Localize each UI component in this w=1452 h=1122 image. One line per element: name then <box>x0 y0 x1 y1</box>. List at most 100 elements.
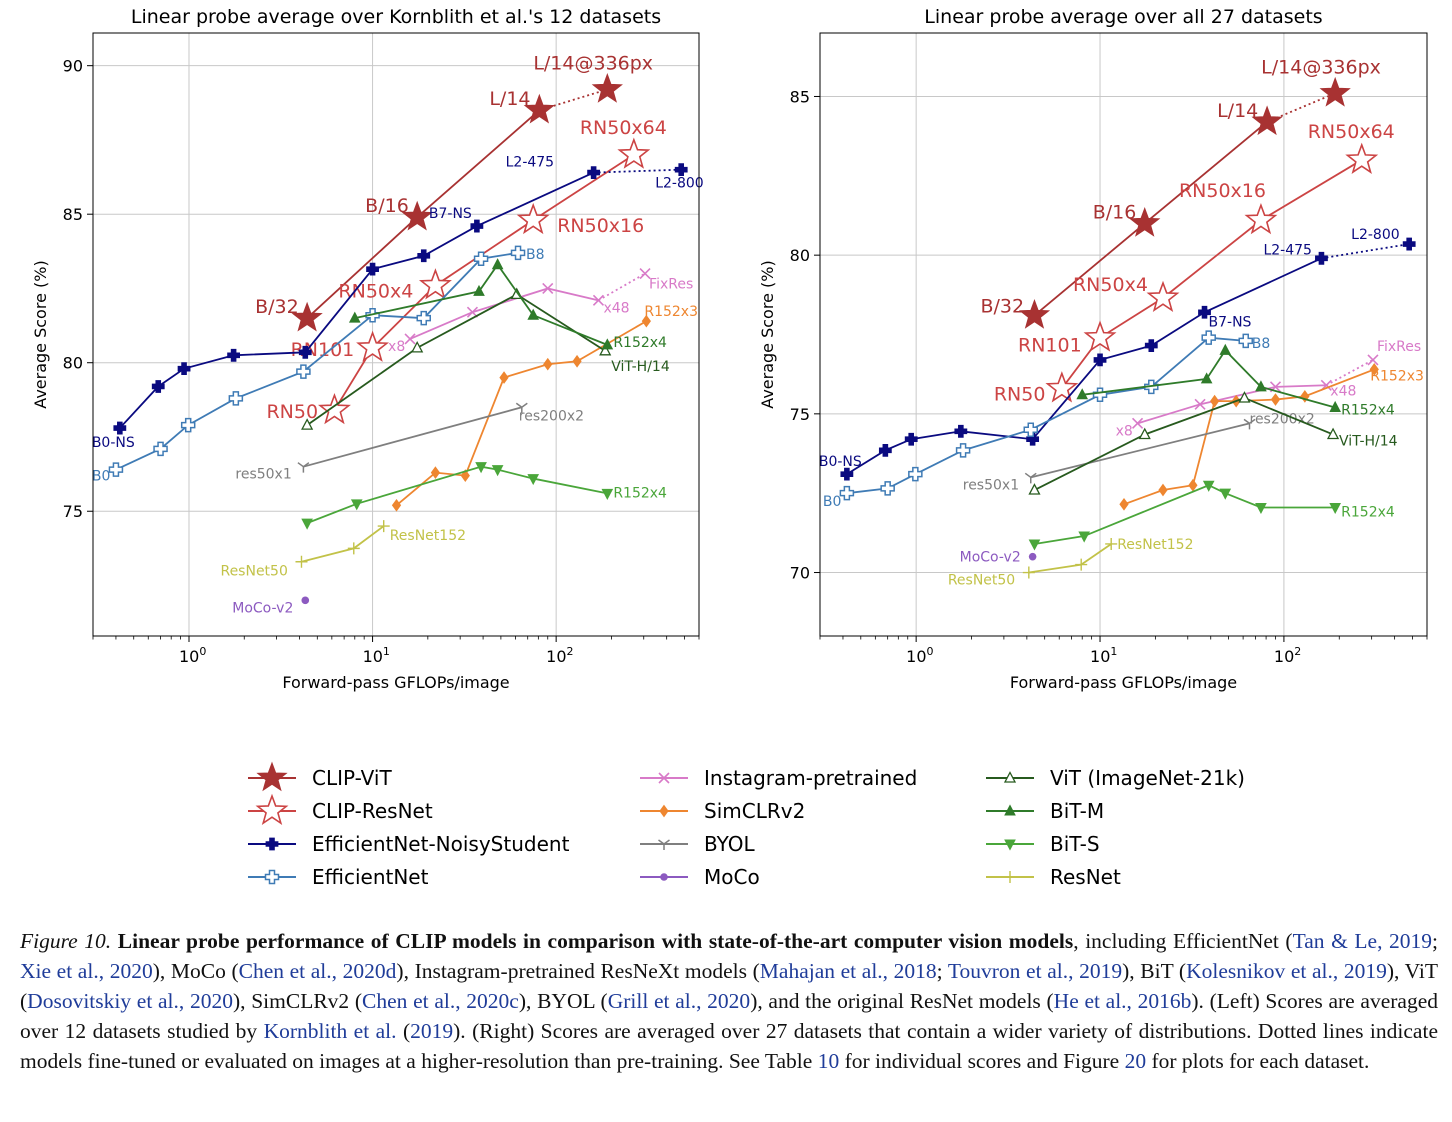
data-label: L/14 <box>489 88 530 110</box>
plus-marker <box>1093 353 1107 367</box>
series-line <box>301 525 385 563</box>
diamond-marker <box>1119 497 1129 511</box>
plus-marker <box>510 245 526 261</box>
x-marker <box>592 294 605 306</box>
diamond-marker <box>1369 363 1379 376</box>
plus-marker <box>1075 558 1088 571</box>
caption-text: ), SimCLRv2 ( <box>232 989 363 1013</box>
series-clip-vit: B/32 B/16 L/14L/14@336px <box>980 56 1381 329</box>
plus-marker <box>878 443 892 457</box>
plus-marker <box>1238 333 1253 349</box>
caption-ref-link[interactable]: Tan & Le, 2019 <box>1292 929 1433 953</box>
plot-frame <box>819 32 1428 637</box>
y-tick-label: 75 <box>790 405 810 424</box>
caption-ref-link[interactable]: 2019 <box>410 1019 454 1043</box>
caption-ref-link[interactable]: 20 <box>1124 1049 1147 1073</box>
series-clip-vit: B/32 B/16 L/14L/14@336px <box>255 52 653 332</box>
caption-ref-link[interactable]: Touvron et al., 2019 <box>947 959 1123 983</box>
diamond-marker <box>1188 478 1198 492</box>
triangle-marker <box>491 258 504 270</box>
data-label: MoCo-v2 <box>960 550 1021 566</box>
triangle-marker <box>1202 480 1215 492</box>
data-label: MoCo-v2 <box>232 600 293 616</box>
plus-marker <box>587 166 601 180</box>
series-line <box>115 251 519 471</box>
data-label: B0 <box>92 469 111 485</box>
star-marker <box>516 202 550 235</box>
triangle-marker <box>599 343 612 356</box>
caption-text: ), ViT ( <box>20 959 1439 1013</box>
data-label: res200x2 <box>519 408 584 424</box>
caption-ref-link[interactable]: Kolesnikov et al., 2019 <box>1186 959 1387 983</box>
caption-text: ( <box>396 1019 411 1043</box>
caption-ref-link[interactable]: Kornblith et al. <box>263 1019 397 1043</box>
legend-item: MoCo <box>640 865 760 889</box>
plus-marker <box>1092 387 1108 403</box>
charts-figure: 100 101 10275808590B/32B/16L/14L/14@336pxR… <box>31 6 1428 889</box>
data-label: RN50x64 <box>580 117 667 139</box>
caption-ref-link[interactable]: Chen et al., 2020c <box>362 989 519 1013</box>
plus-marker <box>228 391 244 406</box>
tri-marker <box>658 839 670 850</box>
caption-ref-link[interactable]: He et al., 2016b <box>1053 989 1192 1013</box>
series-line <box>1034 397 1334 491</box>
series-line <box>409 287 599 340</box>
plus-marker <box>227 348 241 362</box>
triangle-marker <box>1255 502 1267 515</box>
y-tick-label: 80 <box>790 246 810 265</box>
caption-ref-link[interactable]: 10 <box>817 1049 840 1073</box>
data-label: ViT-H/14 <box>611 359 670 375</box>
series-effnet-ns: B0-NS B7-NS L2-475 L2-800 <box>819 227 1416 481</box>
x-tick-label: 101 <box>363 645 390 666</box>
legend-item: SimCLRv2 <box>640 799 805 823</box>
diamond-marker <box>391 498 402 512</box>
star-marker <box>1345 142 1379 174</box>
legend-label: BiT-S <box>1050 832 1100 856</box>
triangle-marker <box>1028 483 1041 495</box>
plus-marker <box>153 441 168 457</box>
caption-ref-link[interactable]: Dosovitskiy et al., 2020 <box>27 989 233 1013</box>
triangle-marker <box>1078 531 1091 543</box>
caption-ref-link[interactable]: Mahajan et al., 2018 <box>759 959 937 983</box>
y-axis-label: Average Score (%) <box>31 260 50 408</box>
plus-marker <box>473 251 489 267</box>
star-marker <box>255 793 289 826</box>
x-tick-label: 101 <box>1090 645 1117 666</box>
data-label: B/32 <box>980 295 1024 317</box>
legend-item: ResNet <box>986 865 1121 889</box>
caption-ref-link[interactable]: Chen et al., 2020d <box>238 959 397 983</box>
plus-marker <box>377 520 390 533</box>
legend-item: BiT-M <box>986 799 1104 823</box>
plus-marker <box>1022 566 1035 579</box>
triangle-marker <box>1238 391 1251 403</box>
caption-ref-link[interactable]: Grill et al., 2020 <box>607 989 751 1013</box>
y-tick-label: 80 <box>63 354 83 373</box>
data-label: B/32 <box>255 296 299 318</box>
plus-marker <box>954 424 968 438</box>
triangle-marker <box>1004 804 1016 816</box>
data-label: L/14@336px <box>1261 56 1381 78</box>
chart-title: Linear probe average over all 27 dataset… <box>924 6 1322 28</box>
plot-frame <box>92 32 700 637</box>
star-marker <box>1146 280 1180 313</box>
legend-label: ViT (ImageNet-21k) <box>1050 766 1245 790</box>
triangle-marker <box>601 488 614 500</box>
series-moco: MoCo-v2 <box>232 596 310 616</box>
series-dotted-line <box>1321 243 1410 260</box>
x-tick-label: 102 <box>546 645 573 666</box>
legend-label: MoCo <box>704 865 760 889</box>
plus-marker <box>904 432 918 446</box>
series-vit: ViT-H/14 <box>301 287 670 430</box>
series-byol: res50x1 res200x2 <box>963 411 1315 493</box>
plus-marker <box>296 364 311 379</box>
x-axis-label: Forward-pass GFLOPs/image <box>1010 673 1237 692</box>
legend-item: EfficientNet <box>248 865 429 889</box>
data-label: R152x4 <box>613 335 667 351</box>
plus-marker <box>264 869 280 885</box>
data-label: FixRes <box>1377 339 1421 355</box>
star-marker <box>1018 299 1051 329</box>
dot-marker <box>1028 552 1037 561</box>
star-marker <box>617 137 651 169</box>
caption-ref-link[interactable]: Xie et al., 2020 <box>20 959 153 983</box>
star-marker <box>418 268 452 300</box>
